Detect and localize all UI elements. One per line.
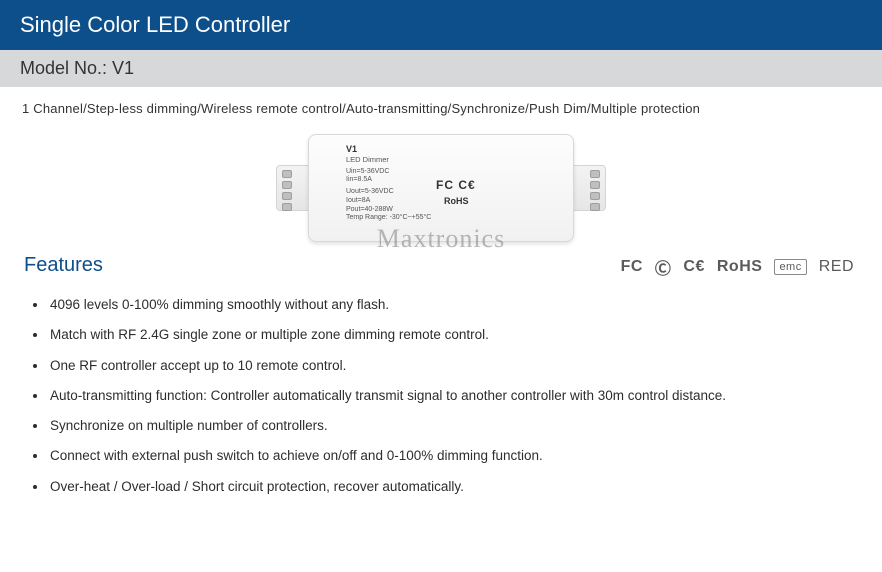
- device-fc-ce: FC C€: [436, 178, 476, 192]
- list-item: Connect with external push switch to ach…: [48, 446, 858, 466]
- features-heading: Features: [24, 254, 103, 277]
- device-rohs: RoHS: [444, 196, 469, 206]
- rohs-badge: RoHS: [717, 258, 763, 276]
- model-number: Model No.: V1: [20, 58, 134, 78]
- list-item: Auto-transmitting function: Controller a…: [48, 386, 858, 406]
- red-badge: RED: [819, 258, 854, 276]
- list-item: Match with RF 2.4G single zone or multip…: [48, 325, 858, 345]
- certification-badges: FC Ⓒ C€ RoHS emc RED: [621, 255, 854, 279]
- page-title: Single Color LED Controller: [20, 12, 290, 37]
- ce-icon: C€: [683, 258, 704, 276]
- device-spec: Temp Range: -30°C~+55°C: [346, 214, 431, 223]
- fc-icon: FC: [621, 258, 643, 276]
- device-name: LED Dimmer: [346, 155, 431, 164]
- device-print: V1 LED Dimmer Uin=5-36VDC Iin=8.5A Uout=…: [346, 144, 431, 223]
- emc-badge: emc: [774, 259, 806, 275]
- device-spec: Uin=5-36VDC: [346, 168, 431, 177]
- c-mark-icon: Ⓒ: [655, 255, 672, 279]
- device-model: V1: [346, 144, 431, 155]
- features-list: 4096 levels 0-100% dimming smoothly with…: [0, 279, 882, 497]
- device-spec: Iout=8A: [346, 197, 431, 206]
- device-spec: Uout=5-36VDC: [346, 188, 431, 197]
- list-item: Synchronize on multiple number of contro…: [48, 416, 858, 436]
- title-bar: Single Color LED Controller: [0, 0, 882, 50]
- product-image: V1 LED Dimmer Uin=5-36VDC Iin=8.5A Uout=…: [0, 128, 882, 248]
- list-item: 4096 levels 0-100% dimming smoothly with…: [48, 295, 858, 315]
- list-item: One RF controller accept up to 10 remote…: [48, 356, 858, 376]
- device-spec: Iin=8.5A: [346, 176, 431, 185]
- model-bar: Model No.: V1: [0, 50, 882, 87]
- list-item: Over-heat / Over-load / Short circuit pr…: [48, 477, 858, 497]
- description-line: 1 Channel/Step-less dimming/Wireless rem…: [0, 87, 882, 122]
